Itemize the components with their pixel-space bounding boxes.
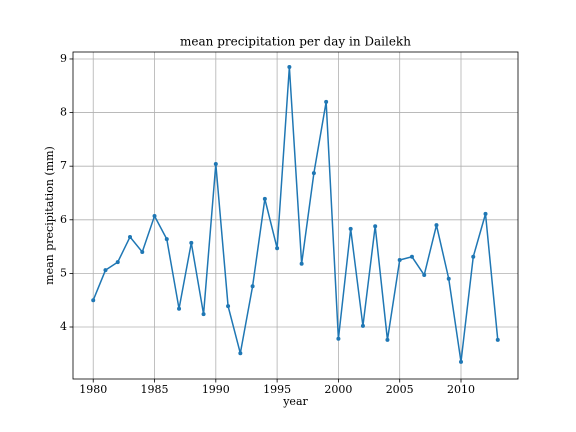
marker (446, 276, 451, 281)
marker (275, 246, 280, 251)
x-tick-label: 2000 (324, 383, 352, 396)
chart-title: mean precipitation per day in Dailekh (180, 35, 411, 49)
marker (226, 304, 231, 309)
marker (238, 351, 243, 356)
y-tick-label: 4 (60, 320, 67, 333)
axes-frame (72, 51, 519, 380)
marker (91, 298, 96, 303)
line (92, 66, 499, 362)
x-tick-label: 1995 (263, 383, 291, 396)
marker (311, 171, 316, 176)
marker (250, 284, 255, 289)
marker (201, 312, 206, 317)
x-tick-label: 1985 (141, 383, 169, 396)
marker (164, 237, 169, 242)
marker (189, 240, 194, 245)
y-tick-label: 9 (60, 52, 67, 65)
marker (483, 211, 488, 216)
marker (103, 268, 108, 273)
marker (287, 65, 292, 70)
x-tick-label: 2005 (386, 383, 414, 396)
y-tick-label: 8 (60, 106, 67, 119)
marker (422, 273, 427, 278)
y-tick-label: 7 (60, 159, 67, 172)
y-axis-label: mean precipitation (mm) (43, 146, 56, 285)
marker (471, 254, 476, 259)
marker (373, 224, 378, 229)
marker (128, 234, 133, 239)
x-tick-label: 2010 (447, 383, 475, 396)
marker (152, 214, 157, 219)
marker (348, 226, 353, 231)
marker (336, 336, 341, 341)
marker (262, 196, 267, 201)
marker (360, 323, 365, 328)
x-axis-label: year (282, 395, 308, 408)
marker (409, 254, 414, 259)
marker (177, 306, 182, 311)
marker (140, 249, 145, 254)
marker (397, 257, 402, 262)
marker (299, 261, 304, 266)
x-tick-label: 1980 (79, 383, 107, 396)
x-tick-label: 1990 (202, 383, 230, 396)
marker (385, 337, 390, 342)
marker (324, 99, 329, 104)
marker (434, 223, 439, 228)
marker (213, 162, 218, 167)
marker (115, 260, 120, 265)
marker (495, 337, 500, 342)
y-tick-label: 6 (60, 213, 67, 226)
marker (458, 359, 463, 364)
y-tick-label: 5 (60, 266, 67, 279)
